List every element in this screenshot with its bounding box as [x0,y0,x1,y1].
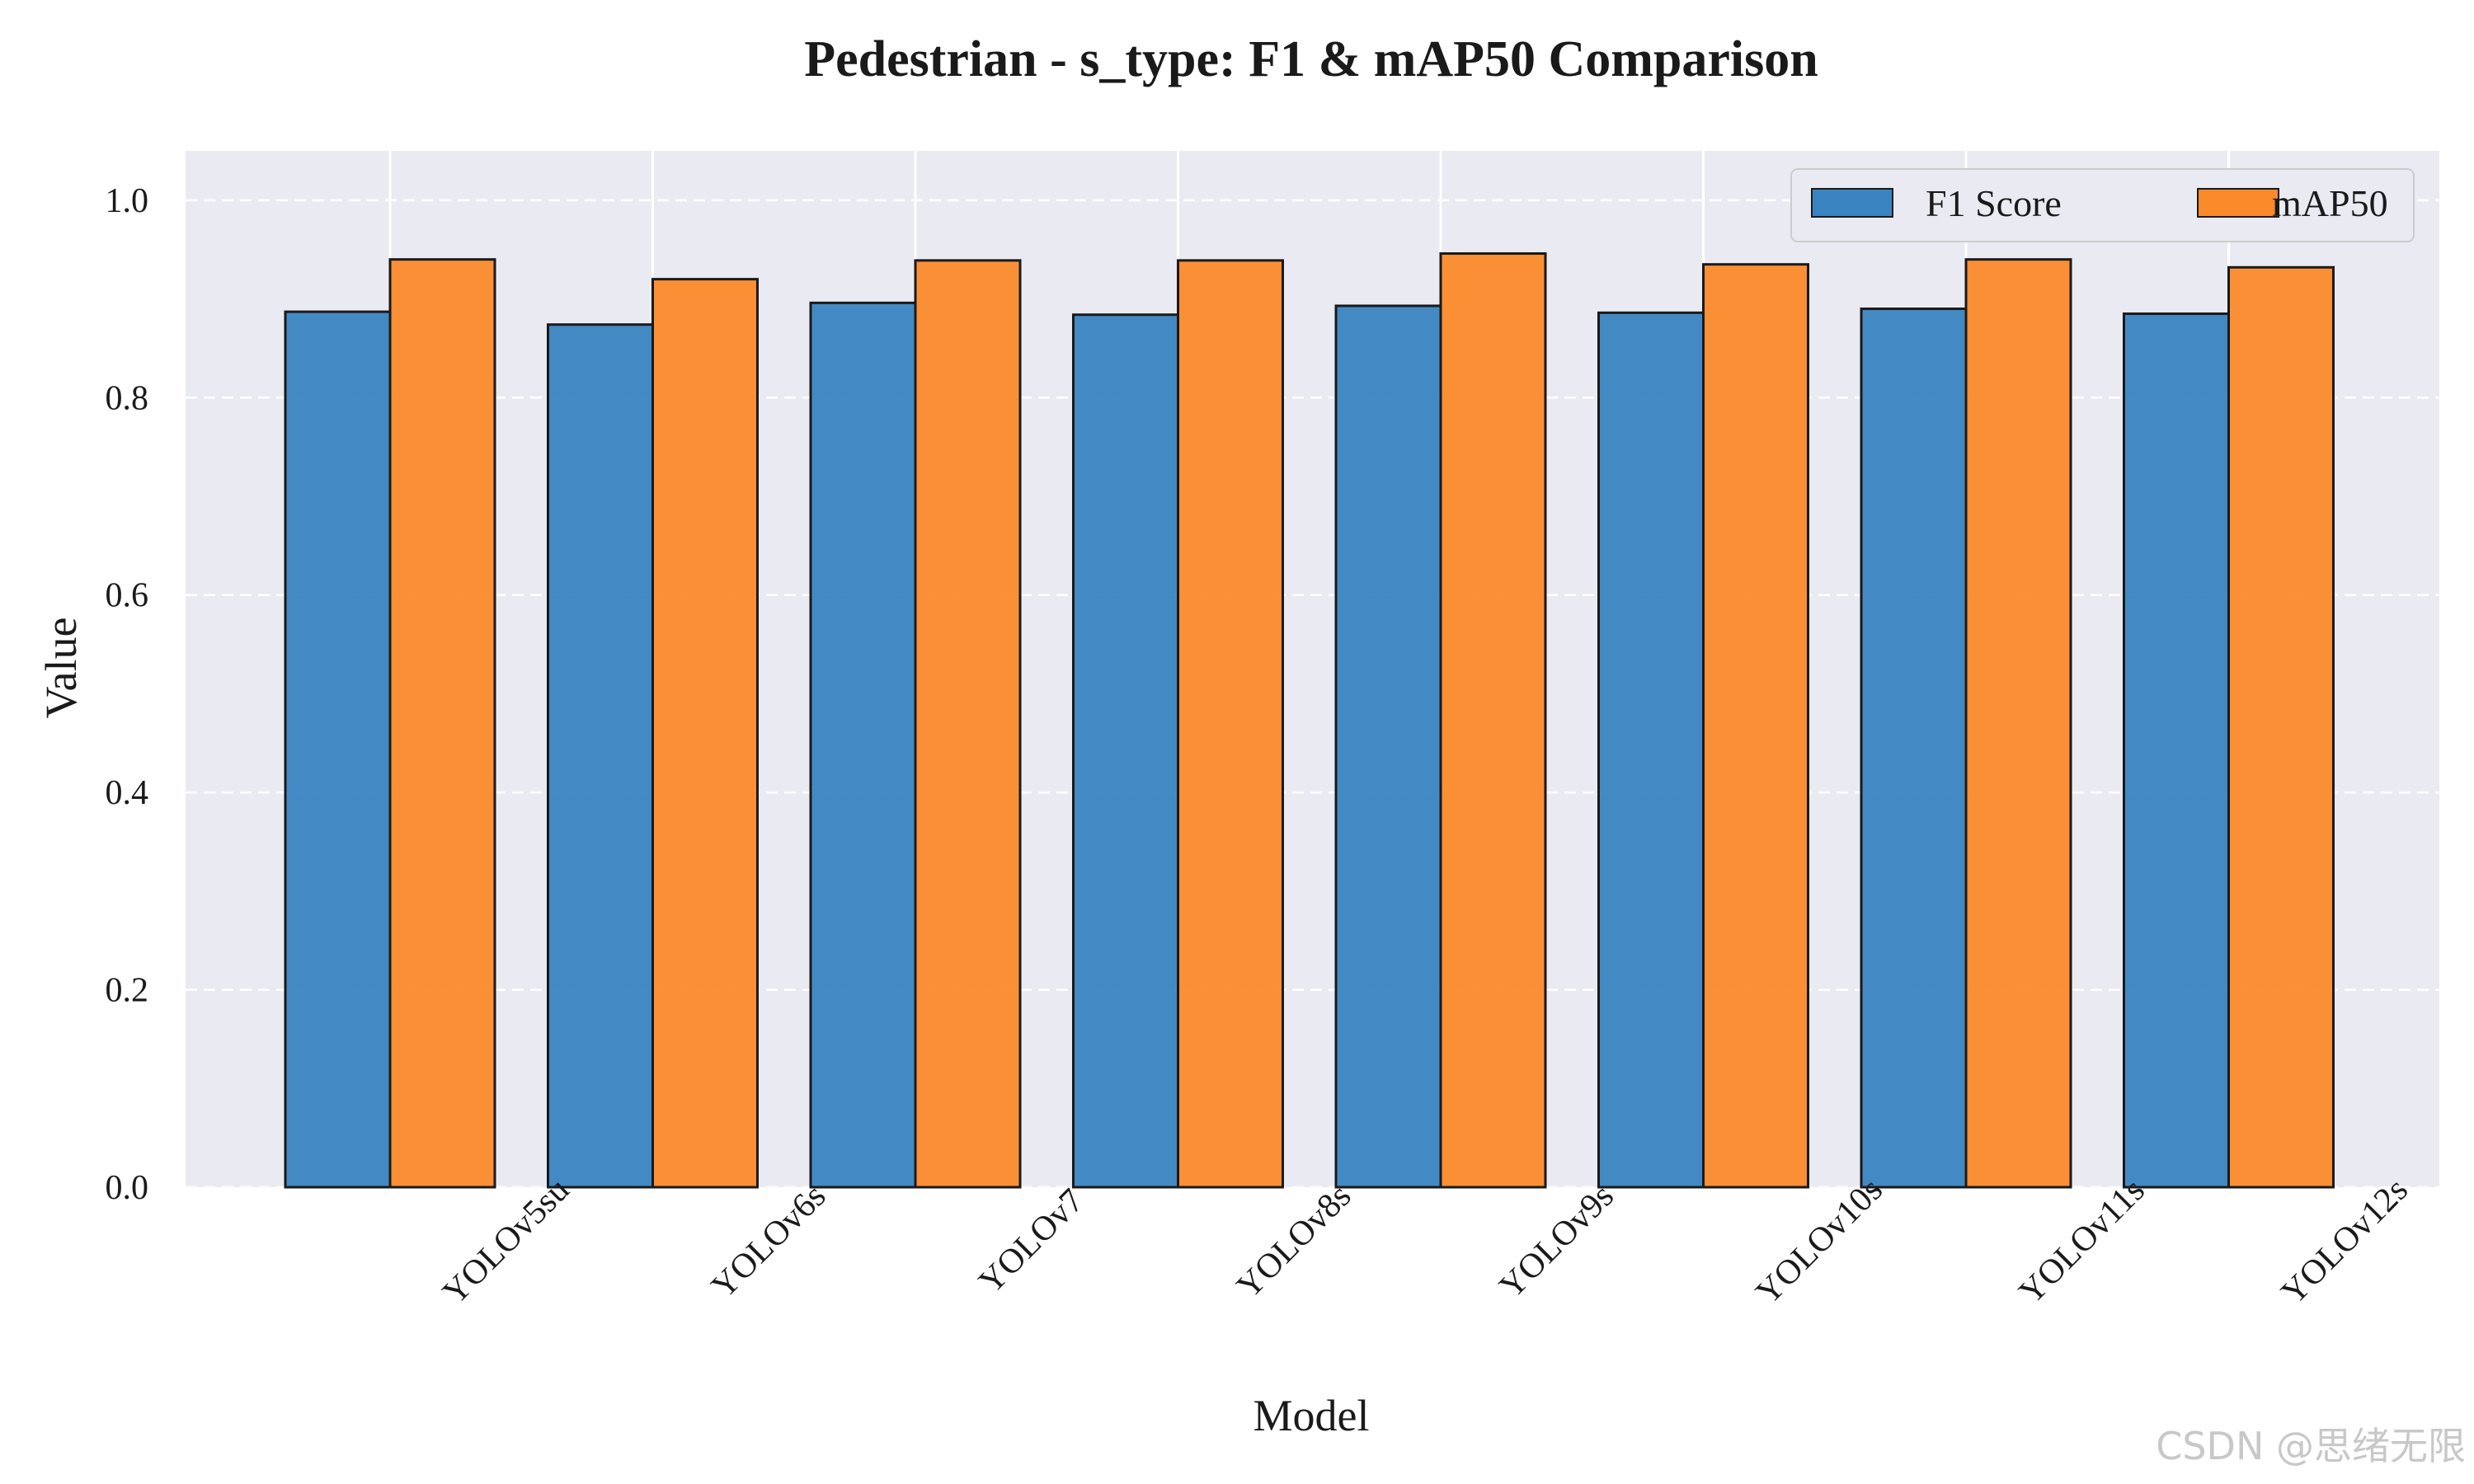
y-tick-label: 1.0 [106,182,149,220]
bar-f1-score-yolov6s [547,323,654,1189]
bar-map50-yolov10s [1702,263,1809,1189]
bar-map50-yolov6s [651,278,759,1189]
bar-f1-score-yolov12s [2123,312,2230,1189]
bar-f1-score-yolov9s [1334,304,1442,1189]
y-tick-label: 0.0 [106,1169,149,1207]
y-tick-label: 0.8 [106,379,149,417]
bars [284,252,2335,1189]
legend-swatch-f1-score [1811,188,1893,218]
y-axis-ticks: 0.0 0.2 0.4 0.6 0.8 1.0 [106,182,149,1207]
legend-box [1790,168,2415,242]
bar-map50-yolov12s [2227,265,2335,1189]
y-tick-label: 0.6 [106,577,149,615]
bar-f1-score-yolov8s [1072,313,1179,1189]
bar-map50-yolov7 [914,259,1022,1189]
legend-label-f1-score: F1 Score [1926,182,2062,224]
chart-title: Pedestrian - s_type: F1 & mAP50 Comparis… [804,31,1818,87]
legend-label-map50: mAP50 [2272,182,2388,224]
x-tick-label: YOLOv6s [704,1177,833,1306]
bar-map50-yolov9s [1439,252,1547,1189]
x-tick-label: YOLOv7 [971,1181,1091,1301]
x-tick-label: YOLOv12s [2274,1171,2415,1312]
watermark: CSDN @思绪无限 [2156,1424,2466,1468]
bar-f1-score-yolov11s [1860,308,1968,1189]
x-tick-label: YOLOv8s [1230,1177,1358,1306]
bar-f1-score-yolov5su [284,310,392,1189]
bar-map50-yolov5su [388,258,496,1189]
legend: F1 Score mAP50 [1790,168,2415,242]
bar-map50-yolov8s [1177,259,1284,1189]
bar-f1-score-yolov10s [1597,311,1705,1189]
x-tick-label: YOLOv9s [1493,1177,1621,1306]
y-tick-label: 0.4 [106,774,149,812]
y-axis-label: Value [36,618,86,719]
x-axis-ticks: YOLOv5su YOLOv6s YOLOv7 YOLOv8s YOLOv9s YOLOv… [435,1171,2415,1312]
legend-swatch-map50 [2197,188,2279,218]
x-tick-label: YOLOv11s [2012,1172,2152,1312]
x-tick-label: YOLOv10s [1749,1171,1890,1312]
x-tick-label: YOLOv5su [435,1171,576,1312]
plot-background [186,151,2439,1187]
bar-f1-score-yolov7 [809,301,917,1189]
bar-map50-yolov11s [1964,258,2072,1189]
x-axis-label: Model [1253,1391,1370,1440]
y-tick-label: 0.2 [106,972,149,1010]
